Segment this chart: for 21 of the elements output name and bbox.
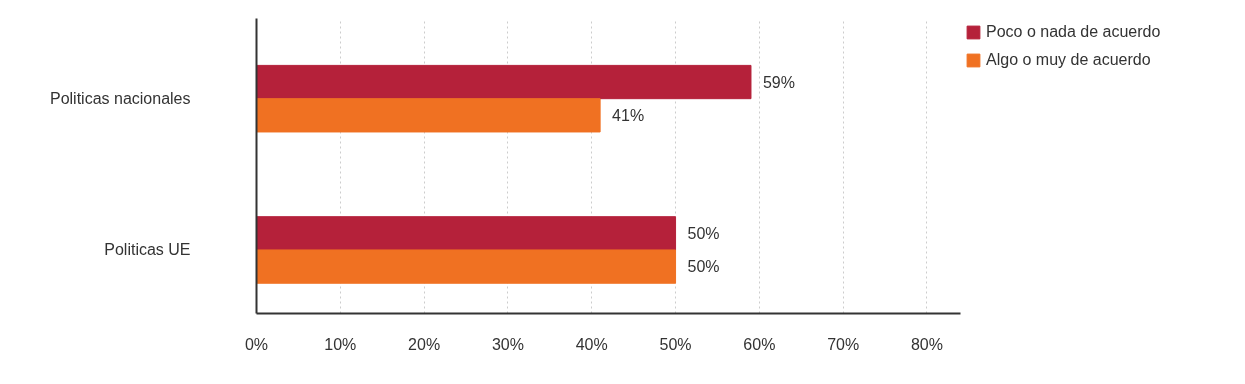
legend-label: Algo o muy de acuerdo	[986, 51, 1151, 69]
data-label: 59%	[762, 73, 796, 91]
data-label: 41%	[612, 106, 645, 124]
x-tick-label: 20%	[408, 335, 441, 353]
x-tick-label: 70%	[827, 335, 860, 353]
data-label: 50%	[687, 258, 720, 276]
y-tick-label: Politicas UE	[104, 241, 191, 259]
legend-label: Poco o nada de acuerdo	[986, 23, 1161, 41]
x-tick-label: 30%	[491, 335, 524, 353]
x-tick-label: 60%	[743, 335, 776, 353]
x-tick-label: 0%	[244, 335, 269, 353]
bar	[256, 216, 677, 251]
x-tick-label: 80%	[910, 335, 943, 353]
bar	[256, 98, 601, 133]
x-tick-label: 40%	[575, 335, 608, 353]
y-tick-label: Politicas nacionales	[49, 90, 191, 108]
bar	[256, 249, 677, 284]
x-tick-label: 10%	[324, 335, 357, 353]
bar	[256, 64, 752, 100]
data-label: 50%	[687, 224, 720, 242]
x-tick-label: 50%	[659, 335, 692, 353]
